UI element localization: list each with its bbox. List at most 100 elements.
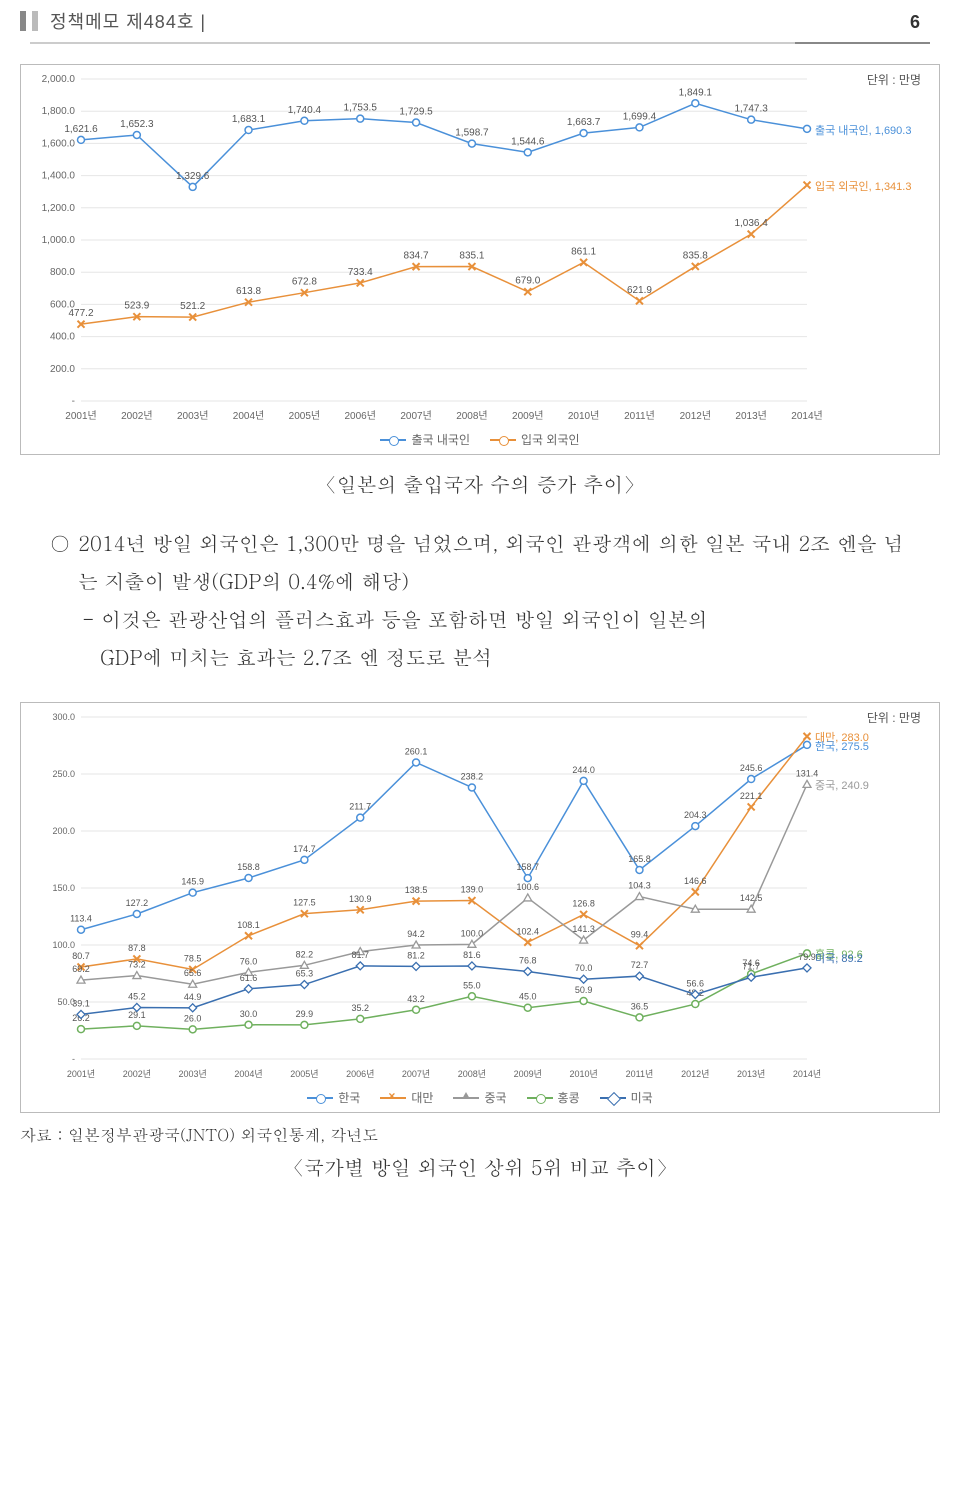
svg-text:2004년: 2004년	[233, 410, 264, 422]
series-end-label: 중국, 240.9	[815, 777, 869, 793]
svg-text:174.7: 174.7	[293, 844, 316, 854]
svg-text:81.2: 81.2	[407, 950, 425, 960]
svg-text:245.6: 245.6	[740, 763, 763, 773]
source-note: 자료 : 일본정부관광국(JNTO) 외국인통계, 각년도	[20, 1123, 940, 1146]
svg-text:1,400.0: 1,400.0	[42, 171, 76, 182]
svg-text:1,740.4: 1,740.4	[288, 105, 322, 116]
svg-text:477.2: 477.2	[68, 308, 93, 319]
svg-text:81.6: 81.6	[463, 950, 481, 960]
svg-text:139.0: 139.0	[461, 885, 484, 895]
svg-text:2014년: 2014년	[793, 1069, 821, 1079]
svg-text:2012년: 2012년	[680, 410, 711, 422]
svg-text:200.0: 200.0	[52, 826, 75, 836]
svg-text:2013년: 2013년	[735, 410, 766, 422]
header-divider	[30, 42, 930, 44]
svg-text:158.8: 158.8	[237, 862, 260, 872]
paragraph-1: 2014년 방일 외국인은 1,300만 명을 넘었으며, 외국인 관광객에 의…	[78, 524, 910, 600]
svg-text:2003년: 2003년	[179, 1069, 207, 1079]
svg-text:130.9: 130.9	[349, 894, 372, 904]
svg-text:2006년: 2006년	[345, 410, 376, 422]
svg-text:-: -	[72, 396, 75, 407]
svg-text:1,621.6: 1,621.6	[64, 124, 98, 135]
chart-2-legend: 한국×대만중국홍콩미국	[21, 1083, 939, 1112]
svg-text:43.2: 43.2	[407, 994, 425, 1004]
series-end-label: 미국, 89.2	[815, 950, 863, 966]
svg-text:1,800.0: 1,800.0	[42, 106, 76, 117]
svg-text:104.3: 104.3	[628, 881, 651, 891]
page-header: 정책메모 제484호 | 6	[0, 0, 960, 42]
svg-text:145.9: 145.9	[181, 877, 204, 887]
svg-text:26.0: 26.0	[184, 1013, 202, 1023]
chart-1-container: -200.0400.0600.0800.01,000.01,200.01,400…	[20, 64, 940, 455]
svg-text:158.7: 158.7	[517, 862, 540, 872]
svg-text:69.2: 69.2	[72, 964, 90, 974]
legend-item: 미국	[600, 1089, 653, 1106]
svg-text:79.9: 79.9	[798, 952, 816, 962]
svg-text:113.4: 113.4	[70, 914, 92, 924]
svg-text:400.0: 400.0	[50, 332, 75, 343]
svg-text:35.2: 35.2	[351, 1003, 369, 1013]
svg-text:2008년: 2008년	[456, 410, 487, 422]
svg-text:2008년: 2008년	[458, 1069, 486, 1079]
svg-text:1,747.3: 1,747.3	[734, 104, 768, 115]
svg-text:87.8: 87.8	[128, 943, 146, 953]
svg-text:2004년: 2004년	[234, 1069, 262, 1079]
svg-text:142.5: 142.5	[740, 893, 763, 903]
svg-text:861.1: 861.1	[571, 246, 596, 257]
chart-1-legend: 출국 내국인입국 외국인	[21, 425, 939, 454]
svg-text:204.3: 204.3	[684, 810, 707, 820]
svg-text:2010년: 2010년	[568, 410, 599, 422]
svg-text:2001년: 2001년	[65, 410, 96, 422]
legend-item: 출국 내국인	[380, 431, 470, 448]
svg-text:1,600.0: 1,600.0	[42, 138, 76, 149]
svg-text:94.2: 94.2	[407, 929, 425, 939]
svg-text:127.5: 127.5	[293, 898, 316, 908]
svg-text:45.0: 45.0	[519, 992, 537, 1002]
svg-text:138.5: 138.5	[405, 885, 428, 895]
svg-text:260.1: 260.1	[405, 746, 428, 756]
svg-text:1,849.1: 1,849.1	[679, 87, 713, 98]
svg-text:56.6: 56.6	[687, 978, 705, 988]
svg-text:834.7: 834.7	[404, 251, 429, 262]
svg-text:2009년: 2009년	[514, 1069, 542, 1079]
series-end-label: 출국 내국인, 1,690.3	[815, 122, 911, 138]
svg-text:126.8: 126.8	[572, 898, 595, 908]
svg-text:1,663.7: 1,663.7	[567, 117, 601, 128]
svg-text:127.2: 127.2	[126, 898, 149, 908]
svg-text:36.5: 36.5	[631, 1001, 649, 1011]
svg-text:621.9: 621.9	[627, 285, 652, 296]
svg-text:99.4: 99.4	[631, 930, 649, 940]
svg-text:521.2: 521.2	[180, 301, 205, 312]
svg-text:800.0: 800.0	[50, 267, 75, 278]
header-accent	[20, 11, 26, 31]
svg-text:2005년: 2005년	[289, 410, 320, 422]
svg-text:238.2: 238.2	[461, 771, 484, 781]
svg-text:2009년: 2009년	[512, 410, 543, 422]
bullet-icon: ○	[50, 524, 70, 600]
paragraph-2a: - 이것은 관광산업의 플러스효과 등을 포함하면 방일 외국인이 일본의	[82, 600, 910, 638]
svg-text:1,544.6: 1,544.6	[511, 136, 545, 147]
chart-2-container: -50.0100.0150.0200.0250.0300.02001년2002년…	[20, 702, 940, 1113]
svg-text:100.6: 100.6	[517, 882, 540, 892]
chart-1: -200.0400.0600.0800.01,000.01,200.01,400…	[21, 65, 939, 425]
header-accent	[32, 11, 38, 31]
paragraph-2b: GDP에 미치는 효과는 2.7조 엔 정도로 분석	[100, 638, 910, 676]
svg-text:2006년: 2006년	[346, 1069, 374, 1079]
page-number: 6	[910, 12, 920, 33]
chart-2-caption: 〈국가별 방일 외국인 상위 5위 비교 추이〉	[0, 1152, 960, 1181]
svg-text:165.8: 165.8	[628, 854, 651, 864]
svg-text:2012년: 2012년	[681, 1069, 709, 1079]
header-title: 정책메모 제484호 |	[50, 8, 206, 34]
series-end-label: 한국, 275.5	[815, 738, 869, 754]
svg-text:108.1: 108.1	[237, 920, 260, 930]
svg-text:2014년: 2014년	[791, 410, 822, 422]
legend-item: 한국	[307, 1089, 360, 1106]
chart-2: -50.0100.0150.0200.0250.0300.02001년2002년…	[21, 703, 939, 1083]
svg-text:211.7: 211.7	[349, 802, 371, 812]
svg-text:100.0: 100.0	[461, 928, 484, 938]
legend-item: 홍콩	[527, 1089, 580, 1106]
svg-text:65.3: 65.3	[296, 969, 314, 979]
svg-text:300.0: 300.0	[52, 712, 75, 722]
svg-text:613.8: 613.8	[236, 286, 261, 297]
svg-text:200.0: 200.0	[50, 364, 75, 375]
